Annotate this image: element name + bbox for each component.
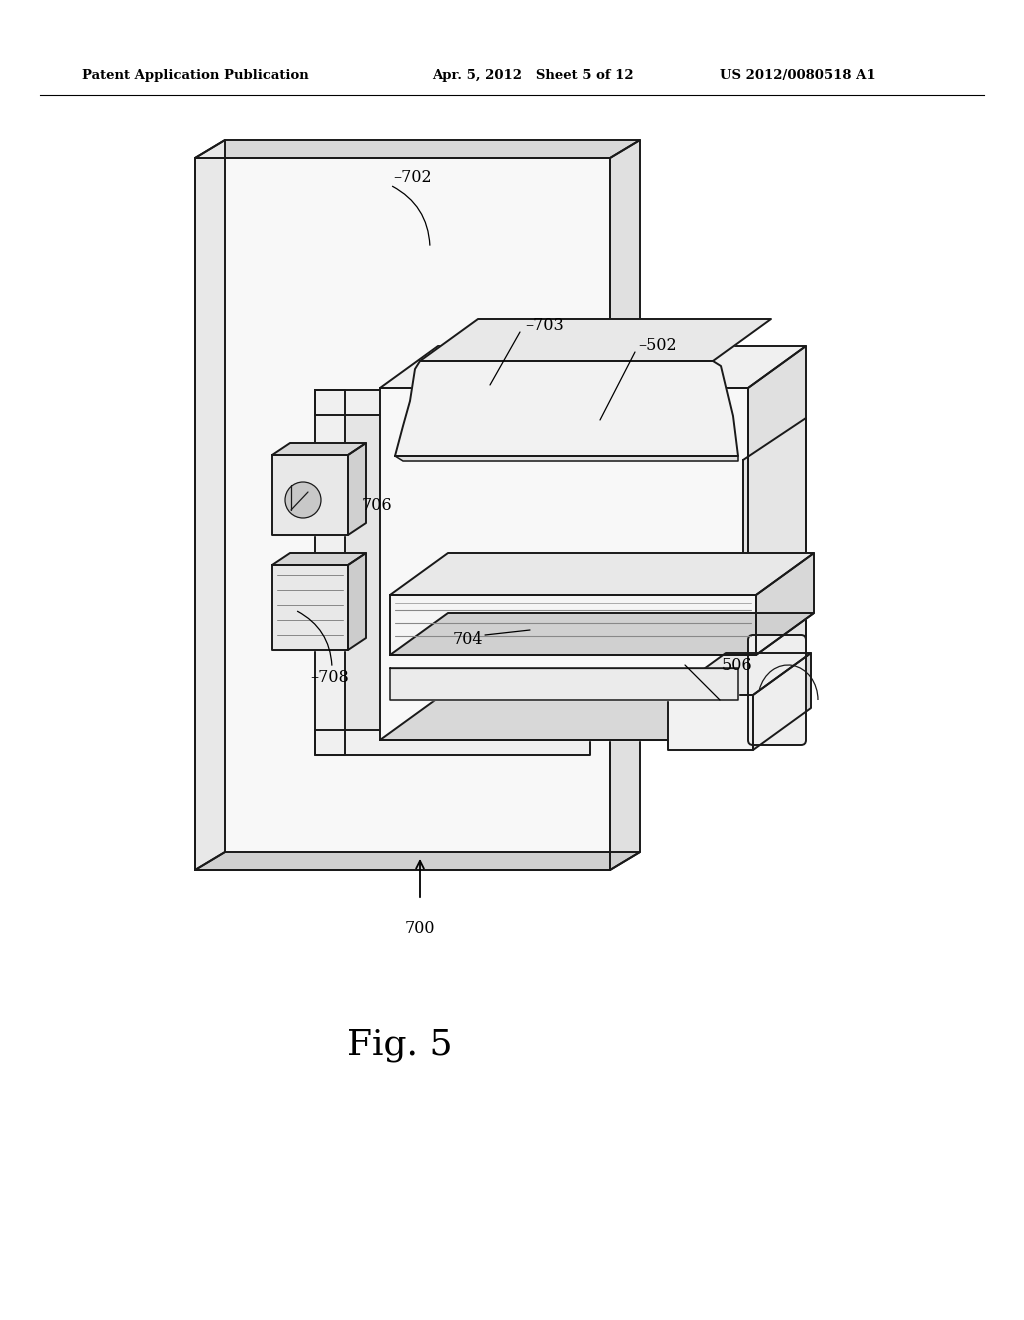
Polygon shape [610, 140, 640, 870]
Polygon shape [348, 444, 366, 535]
Polygon shape [380, 698, 806, 741]
Polygon shape [668, 696, 753, 750]
Polygon shape [195, 140, 640, 158]
Polygon shape [390, 553, 814, 595]
Polygon shape [753, 653, 811, 750]
Text: –703: –703 [525, 317, 564, 334]
Polygon shape [195, 851, 640, 870]
Polygon shape [395, 455, 738, 461]
Text: –702: –702 [393, 169, 432, 186]
Polygon shape [743, 418, 806, 741]
Text: Patent Application Publication: Patent Application Publication [82, 69, 309, 82]
Polygon shape [195, 140, 225, 870]
Text: 506: 506 [722, 656, 753, 673]
Polygon shape [390, 668, 738, 700]
Text: 700: 700 [404, 920, 435, 937]
Polygon shape [420, 319, 771, 360]
Polygon shape [390, 612, 814, 655]
Polygon shape [340, 405, 575, 741]
Polygon shape [315, 389, 590, 414]
Text: Apr. 5, 2012   Sheet 5 of 12: Apr. 5, 2012 Sheet 5 of 12 [432, 69, 634, 82]
Polygon shape [272, 455, 348, 535]
Text: –708: –708 [310, 669, 349, 686]
Polygon shape [380, 346, 806, 388]
Circle shape [285, 482, 321, 517]
Polygon shape [348, 553, 366, 649]
Polygon shape [380, 388, 748, 741]
Polygon shape [315, 730, 590, 755]
FancyBboxPatch shape [748, 635, 806, 744]
Polygon shape [195, 158, 610, 870]
Text: US 2012/0080518 A1: US 2012/0080518 A1 [720, 69, 876, 82]
Polygon shape [395, 360, 738, 455]
Text: 706: 706 [362, 496, 392, 513]
Polygon shape [756, 553, 814, 655]
Polygon shape [315, 389, 345, 755]
Polygon shape [668, 653, 811, 696]
Text: 704: 704 [453, 631, 483, 648]
Text: –502: –502 [638, 338, 677, 355]
Polygon shape [272, 565, 348, 649]
Polygon shape [272, 553, 366, 565]
Polygon shape [390, 595, 756, 655]
Polygon shape [748, 346, 806, 741]
Text: Fig. 5: Fig. 5 [347, 1028, 453, 1063]
Polygon shape [272, 444, 366, 455]
